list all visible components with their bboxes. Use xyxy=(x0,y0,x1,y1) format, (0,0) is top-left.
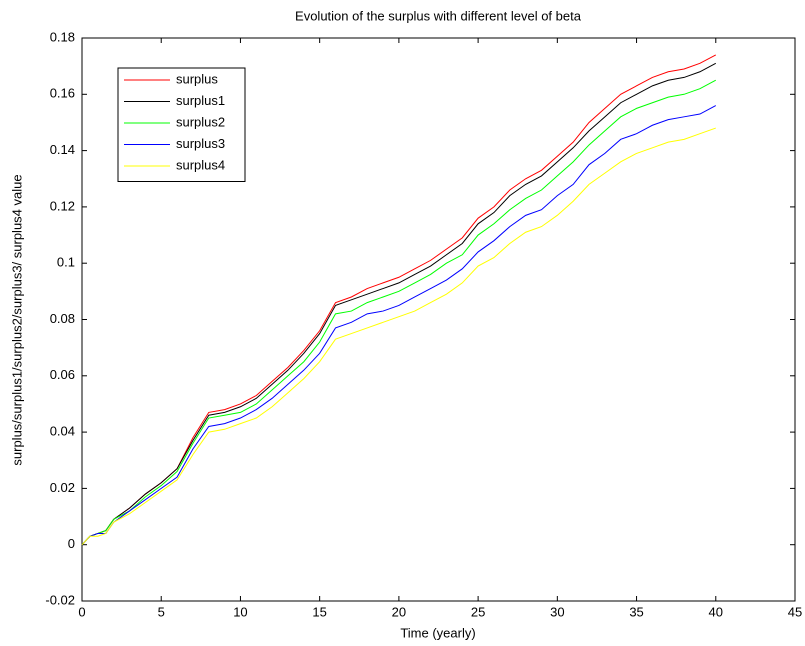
legend-label: surplus xyxy=(176,71,218,86)
legend-box xyxy=(117,67,246,182)
legend-label: surplus2 xyxy=(176,114,225,129)
series-line xyxy=(81,127,716,546)
x-tick-label: 5 xyxy=(158,604,165,619)
x-tick-label: 20 xyxy=(392,604,406,619)
x-tick-label: 10 xyxy=(233,604,247,619)
x-tick-label: 30 xyxy=(550,604,564,619)
y-tick-label: 0.1 xyxy=(57,255,75,270)
y-tick-label: 0.12 xyxy=(50,198,75,213)
y-axis-label: surplus/surplus1/surplus2/surplus3/ surp… xyxy=(9,174,24,465)
y-tick-label: -0.02 xyxy=(45,592,75,607)
legend-label: surplus4 xyxy=(176,157,225,172)
chart-title: Evolution of the surplus with different … xyxy=(295,8,582,23)
y-tick-label: 0.16 xyxy=(50,86,75,101)
legend-label: surplus3 xyxy=(176,136,225,151)
x-tick-label: 35 xyxy=(629,604,643,619)
legend-label: surplus1 xyxy=(176,93,225,108)
series-line xyxy=(81,62,717,546)
x-tick-label: 15 xyxy=(312,604,326,619)
x-axis-label: Time (yearly) xyxy=(400,625,475,640)
y-tick-label: 0.14 xyxy=(50,142,75,157)
x-tick-label: 45 xyxy=(788,604,802,619)
series-line xyxy=(81,105,717,546)
y-tick-label: 0 xyxy=(68,536,75,551)
y-tick-label: 0.08 xyxy=(50,311,75,326)
y-tick-label: 0.04 xyxy=(50,424,75,439)
x-tick-label: 25 xyxy=(471,604,485,619)
x-tick-label: 0 xyxy=(78,604,85,619)
x-tick-label: 40 xyxy=(709,604,723,619)
y-tick-label: 0.02 xyxy=(50,480,75,495)
y-tick-label: 0.18 xyxy=(50,29,75,44)
series-line xyxy=(81,79,717,546)
y-tick-label: 0.06 xyxy=(50,367,75,382)
